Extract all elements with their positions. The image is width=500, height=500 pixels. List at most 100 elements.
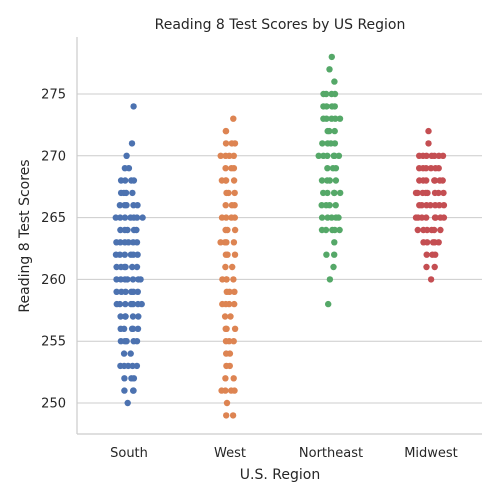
chart-title: Reading 8 Test Scores by US Region [155, 17, 406, 33]
x-tick-label: West [214, 446, 246, 461]
data-point-south [130, 177, 138, 184]
data-point-northeast [331, 127, 338, 135]
data-point-northeast [331, 189, 338, 197]
x-tick-label: South [110, 446, 148, 461]
data-point-west [231, 251, 239, 258]
data-point-midwest [423, 202, 430, 209]
data-point-west [217, 239, 224, 246]
data-point-south [121, 202, 128, 209]
data-point-south [113, 263, 120, 271]
data-point-midwest [431, 152, 438, 159]
data-point-south [121, 239, 129, 246]
data-point-south [117, 177, 125, 184]
data-point-south [133, 226, 140, 234]
data-point-south [129, 313, 137, 320]
data-point-west [223, 189, 230, 197]
data-point-west [231, 214, 238, 221]
data-point-west [231, 202, 238, 209]
data-point-midwest [423, 263, 430, 271]
data-point-midwest [420, 226, 427, 234]
data-point-midwest [440, 189, 447, 197]
data-point-midwest [440, 202, 448, 209]
data-point-south [117, 362, 124, 370]
data-point-south [134, 288, 141, 295]
data-point-west [230, 152, 237, 159]
data-point-northeast [325, 300, 332, 308]
data-point-northeast [332, 177, 340, 184]
data-point-south [113, 300, 121, 308]
data-point-west [222, 375, 229, 382]
data-point-northeast [324, 140, 331, 147]
y-axis-label: Reading 8 Test Scores [17, 159, 33, 312]
y-tick-label: 275 [41, 88, 66, 103]
data-point-west [222, 338, 230, 345]
data-point-south [139, 214, 146, 221]
data-point-south [122, 300, 129, 308]
data-point-northeast [332, 115, 339, 122]
data-point-northeast [319, 140, 326, 147]
data-point-west [231, 189, 238, 197]
data-point-northeast [331, 152, 338, 159]
data-point-west [222, 202, 229, 209]
data-point-south [133, 362, 141, 370]
data-point-northeast [331, 226, 338, 234]
data-point-west [218, 177, 226, 184]
y-tick-label: 265 [41, 211, 66, 226]
data-point-south [120, 350, 128, 357]
data-point-northeast [320, 103, 327, 110]
data-point-midwest [425, 140, 432, 147]
data-point-northeast [335, 152, 343, 159]
data-point-midwest [412, 189, 420, 197]
data-point-midwest [435, 239, 442, 246]
data-point-northeast [331, 251, 338, 258]
data-point-west [222, 140, 230, 147]
data-point-south [135, 313, 142, 320]
data-point-northeast [336, 115, 344, 122]
data-point-west [231, 226, 239, 234]
data-point-midwest [439, 177, 446, 184]
data-point-south [129, 276, 137, 283]
data-point-northeast [336, 226, 343, 234]
data-point-south [121, 214, 129, 221]
data-point-south [130, 288, 137, 295]
data-point-northeast [324, 214, 331, 221]
data-point-south [121, 226, 128, 234]
data-point-midwest [427, 165, 435, 172]
data-point-west [229, 263, 236, 271]
data-point-northeast [331, 90, 339, 98]
data-point-midwest [427, 276, 435, 283]
data-point-west [222, 165, 229, 172]
data-point-midwest [420, 239, 427, 246]
data-point-midwest [416, 202, 423, 209]
data-point-west [223, 412, 230, 419]
data-point-northeast [318, 202, 325, 209]
data-point-west [218, 214, 226, 221]
data-point-west [223, 288, 230, 295]
data-point-west [223, 362, 230, 370]
x-tick-label: Midwest [404, 446, 458, 461]
data-point-midwest [431, 263, 438, 271]
data-point-west [230, 375, 237, 382]
data-point-south [130, 103, 137, 110]
data-point-west [231, 325, 239, 332]
data-point-northeast [315, 152, 322, 159]
data-point-northeast [324, 177, 331, 184]
data-point-northeast [331, 140, 339, 147]
data-point-south [129, 189, 136, 197]
data-point-west [222, 226, 229, 234]
data-point-west [230, 165, 238, 172]
data-point-south [134, 325, 142, 332]
data-point-west [219, 276, 226, 283]
data-point-northeast [324, 165, 331, 172]
y-tick-label: 260 [41, 273, 66, 288]
data-point-midwest [414, 226, 421, 234]
y-tick-label: 255 [41, 335, 66, 350]
data-point-midwest [435, 165, 442, 172]
data-point-northeast [331, 103, 338, 110]
data-point-west [231, 288, 238, 295]
data-point-northeast [323, 202, 330, 209]
data-point-south [113, 239, 120, 246]
data-point-south [117, 189, 125, 197]
data-point-west [219, 300, 226, 308]
data-point-northeast [323, 251, 330, 258]
